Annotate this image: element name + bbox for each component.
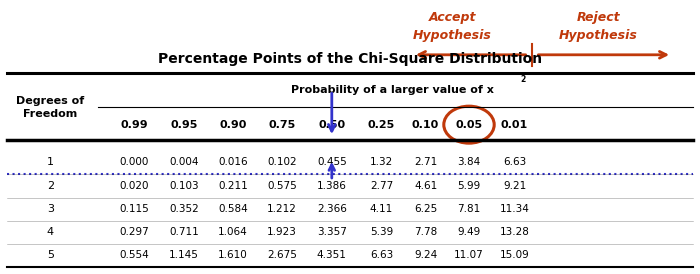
Text: 0.575: 0.575 [267,181,297,191]
Text: 2: 2 [520,75,526,84]
Text: 0.297: 0.297 [120,227,149,237]
Text: 5: 5 [47,250,54,260]
Text: 0.004: 0.004 [169,157,199,167]
Text: 1.386: 1.386 [317,181,346,191]
Text: 13.28: 13.28 [500,227,529,237]
Text: 1.32: 1.32 [370,157,393,167]
Text: 1.212: 1.212 [267,204,297,214]
Text: 11.34: 11.34 [500,204,529,214]
Text: 0.020: 0.020 [120,181,149,191]
Text: 5.39: 5.39 [370,227,393,237]
Text: 0.711: 0.711 [169,227,199,237]
Text: Hypothesis: Hypothesis [413,29,491,42]
Text: 6.63: 6.63 [370,250,393,260]
Text: 0.016: 0.016 [218,157,248,167]
Text: 4.61: 4.61 [414,181,438,191]
Text: Freedom: Freedom [23,109,78,119]
Text: 2: 2 [47,181,54,191]
Text: 0.115: 0.115 [120,204,149,214]
Text: 0.102: 0.102 [267,157,297,167]
Text: 1.145: 1.145 [169,250,199,260]
Text: 7.78: 7.78 [414,227,438,237]
Text: 4.351: 4.351 [317,250,346,260]
Text: 0.000: 0.000 [120,157,149,167]
Text: 0.90: 0.90 [219,120,247,130]
Text: 9.24: 9.24 [414,250,438,260]
Text: 0.211: 0.211 [218,181,248,191]
Text: Hypothesis: Hypothesis [559,29,638,42]
Text: 3.357: 3.357 [317,227,346,237]
Text: 3.84: 3.84 [457,157,481,167]
Text: 9.49: 9.49 [457,227,481,237]
Text: 0.10: 0.10 [412,120,439,130]
Text: Reject: Reject [577,11,620,24]
Text: 0.554: 0.554 [120,250,149,260]
Text: 0.99: 0.99 [120,120,148,130]
Text: 1.610: 1.610 [218,250,248,260]
Text: 0.455: 0.455 [317,157,346,167]
Text: 0.95: 0.95 [170,120,198,130]
Text: Probability of a larger value of x: Probability of a larger value of x [290,85,494,95]
Text: 7.81: 7.81 [457,204,481,214]
Text: 6.63: 6.63 [503,157,526,167]
Text: 1.064: 1.064 [218,227,248,237]
Text: 4: 4 [47,227,54,237]
Text: 11.07: 11.07 [454,250,484,260]
Text: 0.50: 0.50 [318,120,345,130]
Text: 0.01: 0.01 [501,120,528,130]
Text: 4.11: 4.11 [370,204,393,214]
Text: 2.675: 2.675 [267,250,297,260]
Text: Degrees of: Degrees of [16,96,85,106]
Text: 0.352: 0.352 [169,204,199,214]
Text: 0.584: 0.584 [218,204,248,214]
Text: Percentage Points of the Chi-Square Distribution: Percentage Points of the Chi-Square Dist… [158,52,542,66]
Text: 2.77: 2.77 [370,181,393,191]
Text: 5.99: 5.99 [457,181,481,191]
Text: 0.103: 0.103 [169,181,199,191]
Text: 2.71: 2.71 [414,157,438,167]
Text: 6.25: 6.25 [414,204,438,214]
Text: 0.75: 0.75 [269,120,295,130]
Text: 15.09: 15.09 [500,250,529,260]
Text: 3: 3 [47,204,54,214]
Text: 1: 1 [47,157,54,167]
Text: 0.25: 0.25 [368,120,395,130]
Text: Accept: Accept [428,11,476,24]
Text: 2.366: 2.366 [317,204,346,214]
Text: 1.923: 1.923 [267,227,297,237]
Text: 0.05: 0.05 [456,120,482,130]
Text: 9.21: 9.21 [503,181,526,191]
